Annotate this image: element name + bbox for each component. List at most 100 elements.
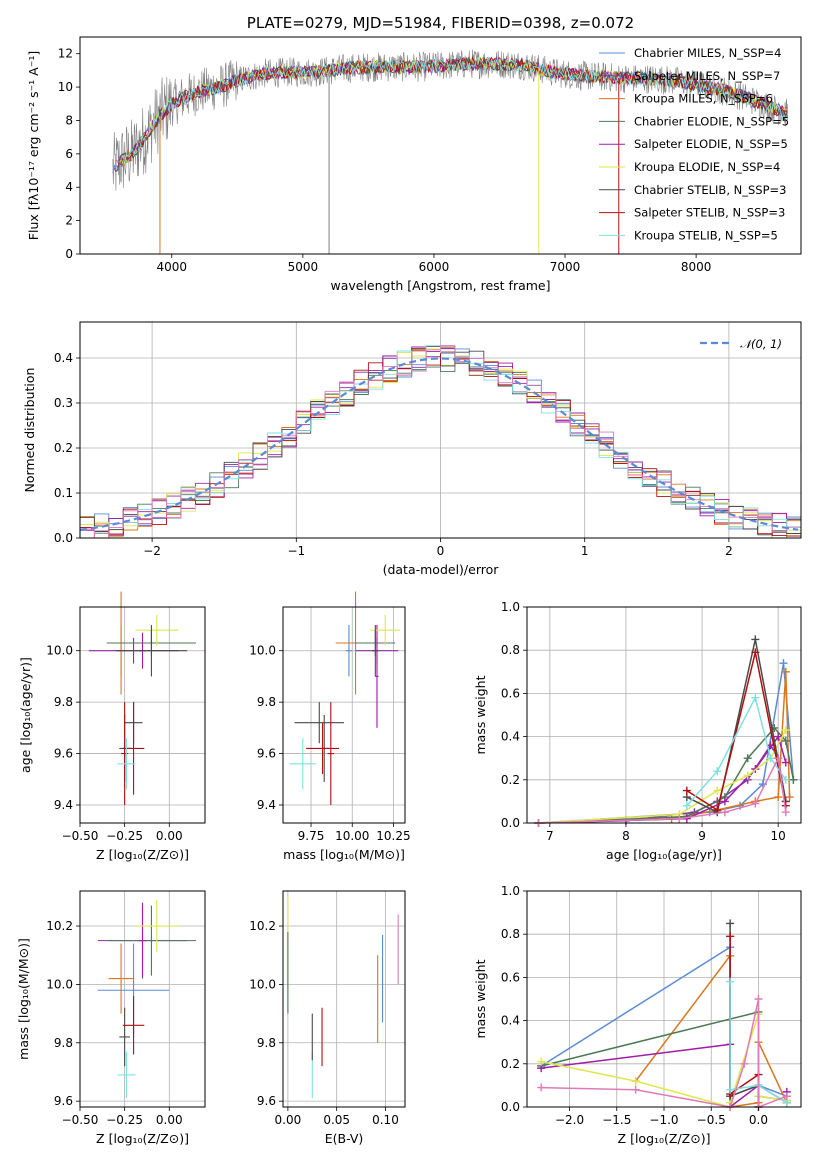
data-point-marker	[713, 767, 722, 776]
y-tick-label: 0.0	[501, 816, 520, 830]
series-kroupa_elodie	[534, 726, 790, 827]
normal-curve	[79, 357, 799, 532]
y-tick-label: 9.8	[257, 695, 276, 709]
data-point-marker	[781, 775, 790, 784]
panel-mass_vs_Z: −0.50 −0.25 0.00 9.6 9.8 10.0 10.2 Z [log₁₀(Z/Z…	[16, 890, 206, 1146]
data-point-marker	[743, 771, 752, 780]
data-point-marker	[785, 793, 794, 802]
data-point-marker	[726, 932, 735, 941]
y-tick-label: 9.6	[54, 747, 73, 761]
plot-area	[97, 899, 197, 1099]
series-chabrier_elodie	[534, 723, 798, 827]
x-axis-label: Z [log₁₀(Z/Z⊙)]	[96, 1131, 189, 1146]
panel-mass_weight_vs_age: 7 8 9 10 0.0 0.2 0.4 0.6 0.8 1.0 age [log₁₀(age/yr…	[473, 600, 802, 862]
panel-mass_vs_ebv: 0.00 0.05 0.10 9.6 9.8 10.0 10.2 E(B-V)	[249, 890, 406, 1146]
data-point-marker	[740, 1059, 749, 1068]
data-point-marker	[751, 799, 760, 808]
y-tick-label: 9.6	[257, 1094, 276, 1108]
y-tick-label: 9.6	[257, 747, 276, 761]
errorbar-chabrier_stelib	[119, 1007, 130, 1067]
legend-label: Salpeter ELODIE, N_SSP=5	[634, 137, 788, 151]
axes-frame	[79, 36, 802, 255]
y-tick-label: 1.0	[501, 600, 520, 614]
panel-residual_hist: −2 −1 0 1 2 0.0 0.1 0.2 0.3 0.4 (data-model)/error…	[22, 321, 802, 577]
errorbar-salpeter_stelib	[122, 996, 145, 1055]
y-tick-label: 4	[65, 180, 73, 194]
y-tick-label: 10.2	[46, 919, 73, 933]
x-tick-label: 8000	[681, 260, 712, 274]
x-tick-label: 9	[698, 829, 706, 843]
panel-age_vs_mass: 9.75 10.00 10.25 9.4 9.6 9.8 10.0 mass [log₁₀(M…	[249, 591, 411, 862]
data-point-marker	[726, 1085, 735, 1094]
errorbar-chabrier_miles	[345, 625, 353, 677]
y-tick-label: 1.0	[501, 884, 520, 898]
x-tick-label: 8	[622, 829, 630, 843]
errorbar-salpeter_stelib	[306, 722, 340, 775]
series-kroupa_stelib	[726, 977, 791, 1107]
chart-title: PLATE=0279, MJD=51984, FIBERID=0398, z=0…	[247, 14, 634, 32]
x-tick-label: 10.00	[335, 829, 369, 843]
y-tick-label: 2	[65, 214, 73, 228]
y-axis-label: mass [log₁₀(M/M⊙)]	[16, 938, 31, 1060]
x-tick-label: 0.00	[275, 1113, 302, 1127]
model-spectrum-kroupa_stelib	[122, 56, 788, 165]
legend-label: Salpeter MILES, N_SSP=7	[634, 69, 780, 83]
y-tick-label: 6	[65, 147, 73, 161]
y-tick-label: 9.6	[54, 1094, 73, 1108]
y-tick-label: 0.0	[501, 1100, 520, 1114]
data-point-marker	[781, 726, 790, 735]
x-tick-label: 0.10	[372, 1113, 399, 1127]
plot-area	[88, 591, 197, 805]
y-tick-label: 8	[65, 113, 73, 127]
x-tick-label: 0.0	[749, 1113, 768, 1127]
data-point-marker	[751, 648, 760, 657]
errorbar-salpeter_stelib	[121, 702, 129, 805]
axes-frame	[282, 890, 406, 1108]
y-tick-label: 12	[58, 47, 73, 61]
data-point-marker	[631, 1077, 640, 1086]
data-point-marker	[720, 797, 729, 806]
data-point-marker	[781, 758, 790, 767]
legend-label: Kroupa MILES, N_SSP=6	[634, 92, 773, 106]
legend-label: Kroupa ELODIE, N_SSP=4	[634, 160, 780, 174]
legend-label: Salpeter STELIB, N_SSP=3	[634, 206, 785, 220]
x-tick-label: −0.25	[106, 829, 143, 843]
errorbar-salpeter_stelib	[327, 702, 335, 805]
legend-label: Chabrier STELIB, N_SSP=3	[634, 183, 786, 197]
data-point-marker	[720, 808, 729, 817]
x-tick-label: 1	[581, 544, 589, 558]
data-point-marker	[743, 754, 752, 763]
data-point-marker	[713, 786, 722, 795]
x-tick-label: 0	[437, 544, 445, 558]
errorbar-chabrier_stelib	[115, 625, 188, 677]
y-tick-label: 0.6	[501, 686, 520, 700]
data-point-marker	[751, 635, 760, 644]
y-tick-label: 10.0	[249, 977, 276, 991]
y-tick-label: 10	[58, 80, 73, 94]
data-point-marker	[774, 732, 783, 741]
x-tick-label: 7000	[550, 260, 581, 274]
y-axis-label: Normed distribution	[22, 368, 37, 493]
data-point-marker	[631, 1085, 640, 1094]
axes-frame	[79, 606, 206, 824]
y-tick-label: 10.2	[249, 919, 276, 933]
y-tick-label: 10.0	[46, 644, 73, 658]
axes-frame	[526, 606, 802, 824]
data-point-marker	[782, 1092, 791, 1101]
data-point-marker	[766, 754, 775, 763]
data-point-marker	[754, 995, 763, 1003]
data-point-marker	[779, 659, 788, 668]
x-axis-label: Z [log₁₀(Z/Z⊙)]	[618, 1131, 711, 1146]
panel-age_vs_Z: −0.50 −0.25 0.00 9.4 9.6 9.8 10.0 Z [log₁₀(Z/Z⊙…	[18, 591, 206, 862]
legend-label: Kroupa STELIB, N_SSP=5	[634, 228, 778, 242]
plot-area	[287, 896, 399, 1099]
legend-label: Chabrier ELODIE, N_SSP=5	[634, 114, 789, 128]
y-tick-label: 0.4	[501, 1014, 520, 1028]
legend-label: 𝒩(0, 1)	[740, 337, 782, 351]
data-point-marker	[751, 693, 760, 702]
plot-area	[537, 919, 791, 1111]
x-axis-label: (data-model)/error	[383, 562, 500, 577]
data-point-marker	[774, 754, 783, 763]
y-axis-label: Flux [fλ10⁻¹⁷ erg cm⁻² s⁻¹ A⁻¹]	[26, 51, 41, 240]
data-point-marker	[537, 1057, 546, 1066]
